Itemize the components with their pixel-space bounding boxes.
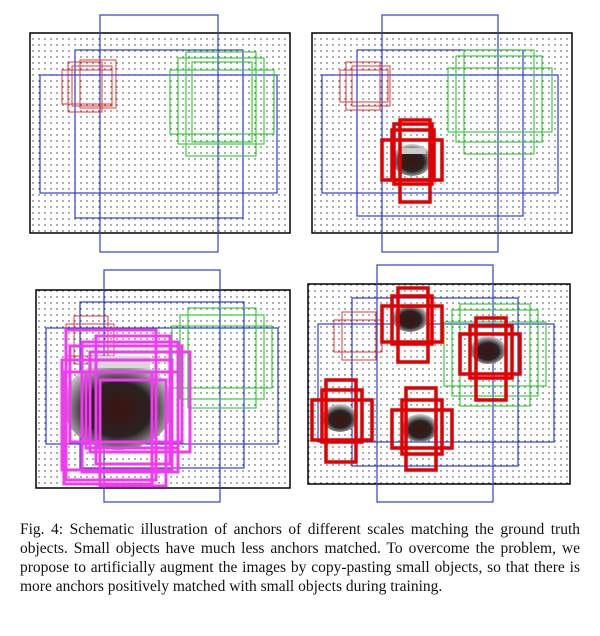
medium-anchor xyxy=(185,51,257,157)
small-anchor xyxy=(351,65,391,107)
small-anchor xyxy=(71,65,113,107)
medium-anchor-group xyxy=(171,307,273,409)
matched-anchor xyxy=(396,286,430,364)
matched-anchor xyxy=(98,378,168,488)
pasted-object xyxy=(402,414,438,442)
panel-bottom-left xyxy=(35,269,291,503)
caption-text: Schematic illustration of anchors of dif… xyxy=(20,521,581,595)
matched-anchor xyxy=(392,122,434,186)
large-anchor xyxy=(381,14,499,253)
matched-anchor xyxy=(310,398,374,442)
small-anchor xyxy=(339,69,389,103)
small-anchor xyxy=(345,61,381,111)
matched-anchor xyxy=(60,358,174,472)
medium-anchor xyxy=(443,321,547,387)
medium-anchor xyxy=(177,57,265,145)
medium-anchor-group xyxy=(447,49,553,155)
panel-frame xyxy=(311,32,573,234)
large-anchor xyxy=(39,74,278,194)
matched-anchor xyxy=(62,370,154,486)
medium-anchor xyxy=(191,61,253,143)
small-anchor-group xyxy=(339,61,391,111)
matched-anchor xyxy=(458,332,522,376)
matched-anchor xyxy=(94,334,172,466)
medium-anchor xyxy=(451,309,539,397)
medium-anchor xyxy=(187,307,257,409)
matched-anchor xyxy=(474,316,508,402)
panel-top-right xyxy=(311,14,573,253)
figure-caption: Fig. 4: Schematic illustration of anchor… xyxy=(20,520,580,596)
small-anchor xyxy=(67,61,103,113)
medium-anchor xyxy=(447,67,553,133)
figure xyxy=(29,14,573,503)
small-anchor xyxy=(79,59,117,109)
medium-anchor xyxy=(179,314,265,400)
pasted-object xyxy=(322,404,358,432)
matched-anchor-group xyxy=(310,286,522,472)
matched-anchor xyxy=(398,118,432,204)
panel-frame xyxy=(29,32,291,234)
small-object xyxy=(392,144,432,176)
large-anchor xyxy=(321,74,559,194)
matched-anchor xyxy=(380,304,444,344)
matched-anchor xyxy=(404,386,438,472)
matched-anchor xyxy=(390,294,434,346)
matched-anchor xyxy=(68,344,184,444)
large-anchor xyxy=(376,264,494,503)
large-anchor xyxy=(356,49,524,217)
matched-anchor xyxy=(64,328,158,482)
panel-top-left xyxy=(29,14,291,253)
medium-anchor xyxy=(455,55,543,143)
matched-anchor-group xyxy=(60,328,192,488)
matched-anchor xyxy=(400,398,444,456)
caption-label: Fig. 4: xyxy=(20,521,64,538)
medium-anchor xyxy=(171,325,273,389)
medium-anchor-group xyxy=(169,51,275,157)
panel-bottom-right xyxy=(307,264,571,503)
small-anchor xyxy=(341,311,377,361)
pasted-object xyxy=(470,336,506,364)
medium-anchor xyxy=(169,69,275,135)
matched-anchor-group xyxy=(380,118,444,204)
matched-anchor xyxy=(320,388,364,444)
matched-anchor xyxy=(390,408,454,450)
matched-anchor xyxy=(324,378,358,464)
matched-anchor xyxy=(390,128,436,182)
small-anchor-group xyxy=(61,59,117,113)
large-anchor-group xyxy=(321,14,559,253)
pasted-object xyxy=(392,304,428,332)
medium-anchor xyxy=(463,49,535,155)
matched-anchor xyxy=(468,324,514,380)
matched-anchor xyxy=(88,350,192,454)
large-anchor xyxy=(45,327,279,445)
